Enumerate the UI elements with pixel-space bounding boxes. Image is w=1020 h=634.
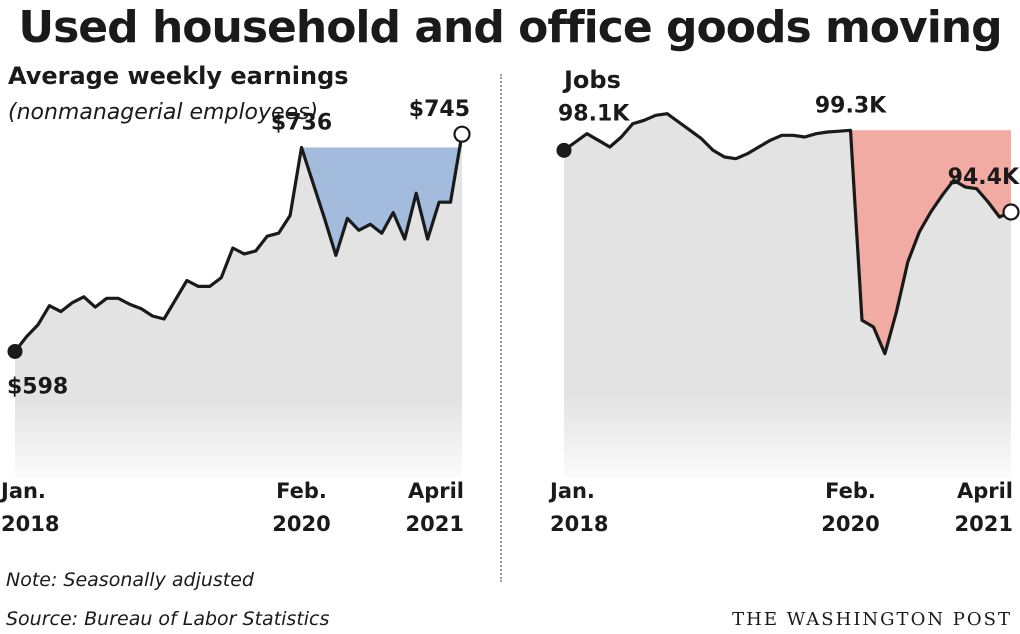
- earnings-end-point: [453, 125, 471, 143]
- footnote-source: Source: Bureau of Labor Statistics: [6, 608, 330, 630]
- earnings-line: [13, 132, 464, 354]
- jobs-x-tick-label: April: [957, 479, 1013, 503]
- earnings-start-point: [7, 343, 23, 359]
- footnote-seasonal: Note: Seasonally adjusted: [6, 569, 254, 591]
- jobs-value-label: 94.4K: [948, 165, 1020, 190]
- jobs-x-tick-label: 2021: [955, 512, 1013, 536]
- jobs-start-point: [556, 142, 572, 158]
- earnings-value-label: $598: [7, 374, 68, 399]
- earnings-x-tick-label: April: [408, 479, 464, 503]
- jobs-x-tick-label: Feb.: [825, 479, 876, 503]
- earnings-value-label: $745: [409, 97, 470, 122]
- jobs-area: [564, 113, 1011, 477]
- earnings-area: [15, 134, 462, 477]
- earnings-x-tick-label: 2021: [406, 512, 464, 536]
- earnings-chart: $598 $736 $745 Jan. 2018 Feb. 2020 April 2021: [0, 97, 471, 536]
- jobs-line: [562, 112, 1013, 356]
- jobs-chart: 98.1K 99.3K 94.4K Jan. 2018 Feb. 2020 April 2021: [548, 93, 1020, 536]
- jobs-end-point: [1002, 203, 1020, 221]
- chart-title: Used household and office goods moving: [18, 2, 1002, 53]
- jobs-x-tick-label: 2020: [821, 512, 879, 536]
- jobs-value-label: 98.1K: [558, 101, 630, 126]
- jobs-value-label: 99.3K: [815, 93, 887, 118]
- earnings-x-tick-label: 2020: [272, 512, 330, 536]
- earnings-gap-area: [301, 134, 462, 256]
- jobs-x-tick-label: Jan.: [548, 479, 595, 503]
- earnings-subtitle-note: (nonmanagerial employees): [8, 100, 319, 125]
- panel-divider: [500, 74, 502, 582]
- earnings-x-tick-label: Jan.: [0, 479, 46, 503]
- jobs-gap-area: [850, 130, 1011, 354]
- earnings-value-label: $736: [271, 110, 332, 135]
- publisher-credit: THE WASHINGTON POST: [732, 609, 1012, 630]
- earnings-x-tick-label: Feb.: [276, 479, 327, 503]
- earnings-subtitle: Average weekly earnings: [8, 62, 349, 90]
- jobs-x-tick-label: 2018: [550, 512, 608, 536]
- jobs-subtitle: Jobs: [564, 66, 621, 94]
- earnings-x-tick-label: 2018: [1, 512, 59, 536]
